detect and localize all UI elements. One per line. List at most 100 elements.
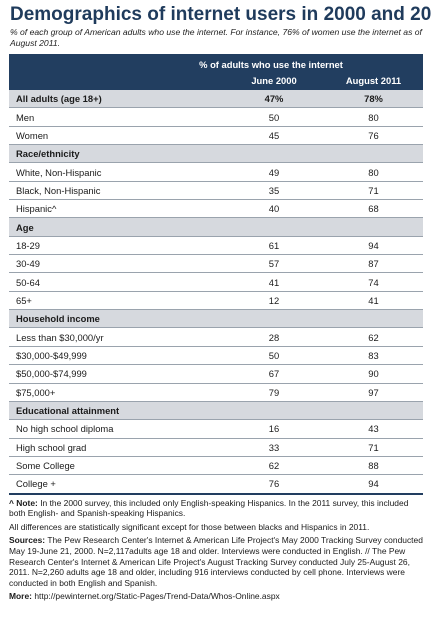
table-row: High school grad 33 71 [9, 438, 424, 457]
value-june-2000: 62 [224, 456, 324, 476]
value-june-2000: 28 [224, 327, 324, 347]
label-column-header [9, 75, 224, 90]
value-august-2011: 80 [324, 107, 424, 127]
value-june-2000: 41 [224, 272, 324, 292]
value-june-2000: 33 [224, 438, 324, 457]
row-label: 30-49 [9, 254, 224, 274]
row-label: Men [9, 107, 224, 127]
table-row: Men 50 80 [9, 107, 424, 127]
more-label: More: [9, 591, 32, 602]
column-header-august-2011: August 2011 [324, 75, 424, 90]
column-header-june-2000: June 2000 [224, 75, 324, 90]
sources-note: Sources: The Pew Research Center's Inter… [9, 535, 423, 588]
value-august-2011: 71 [324, 181, 424, 201]
page-subtitle: % of each group of American adults who u… [10, 27, 422, 48]
value-june-2000: 61 [224, 236, 324, 256]
value-august-2011: 83 [324, 346, 424, 366]
table-row: $30,000-$49,999 50 83 [9, 346, 424, 366]
table-header-row: June 2000 August 2011 [9, 75, 424, 90]
column-group-header: % of adults who use the internet [9, 54, 424, 75]
table-row: Black, Non-Hispanic 35 71 [9, 181, 424, 201]
section-header-row: Age [9, 217, 424, 237]
value-june-2000: 45 [224, 126, 324, 146]
value-june-2000: 79 [224, 383, 324, 402]
value-june-2000: 12 [224, 291, 324, 311]
value-august-2011: 97 [324, 383, 424, 402]
table-row: No high school diploma 16 43 [9, 419, 424, 439]
value-august-2011: 43 [324, 419, 424, 439]
row-label: All adults (age 18+) [9, 90, 224, 109]
table-body: All adults (age 18+) 47% 78% Men 50 80 Wome… [9, 90, 424, 495]
sources-text: The Pew Research Center's Internet & Ame… [9, 535, 423, 588]
row-label: 65+ [9, 291, 224, 311]
row-label: Black, Non-Hispanic [9, 181, 224, 201]
table-row: 30-49 57 87 [9, 254, 424, 274]
value-june-2000: 57 [224, 254, 324, 274]
row-label: Hispanic^ [9, 199, 224, 219]
footnotes: ^ Note: In the 2000 survey, this include… [9, 498, 423, 602]
value-august-2011: 87 [324, 254, 424, 274]
more-link[interactable]: http://pewinternet.org/Static-Pages/Tren… [34, 591, 280, 602]
row-label: White, Non-Hispanic [9, 162, 224, 182]
section-header-row: Educational attainment [9, 401, 424, 421]
row-label: College + [9, 474, 224, 495]
value-june-2000: 35 [224, 181, 324, 201]
value-june-2000: 50 [224, 107, 324, 127]
table-row: $50,000-$74,999 67 90 [9, 364, 424, 384]
demographics-table: % of adults who use the internet June 20… [9, 54, 424, 495]
significance-note: All differences are statistically signif… [9, 521, 370, 532]
value-june-2000: 40 [224, 199, 324, 219]
table-row: Some College 62 88 [9, 456, 424, 476]
value-june-2000: 50 [224, 346, 324, 366]
note-label: ^ Note: [9, 497, 38, 508]
row-label: $30,000-$49,999 [9, 346, 224, 366]
table-row: 18-29 61 94 [9, 236, 424, 256]
value-august-2011: 74 [324, 272, 424, 292]
row-label: No high school diploma [9, 419, 224, 439]
sources-label: Sources: [9, 535, 46, 546]
section-label: Household income [9, 309, 424, 329]
table-row: Women 45 76 [9, 126, 424, 146]
row-label: 50-64 [9, 272, 224, 292]
value-august-2011: 71 [324, 438, 424, 457]
value-august-2011: 41 [324, 291, 424, 311]
hispanic-note: ^ Note: In the 2000 survey, this include… [9, 498, 423, 519]
section-label: Educational attainment [9, 401, 424, 421]
row-label: 18-29 [9, 236, 224, 256]
row-label: $50,000-$74,999 [9, 364, 224, 384]
value-august-2011: 68 [324, 199, 424, 219]
value-august-2011: 76 [324, 126, 424, 146]
table-row: College +76 94 [9, 474, 424, 495]
value-august-2011: 90 [324, 364, 424, 384]
value-august-2011: 94 [324, 236, 424, 256]
value-june-2000: 47% [224, 90, 324, 109]
page-title: Demographics of internet users in 2000 a… [10, 4, 432, 25]
row-label: Some College [9, 456, 224, 476]
value-august-2011: 62 [324, 327, 424, 347]
row-label: Less than $30,000/yr [9, 327, 224, 347]
value-june-2000: 49 [224, 162, 324, 182]
value-august-2011: 88 [324, 456, 424, 476]
section-header-row: Household income [9, 309, 424, 329]
section-label: Race/ethnicity [9, 144, 424, 164]
value-august-2011: 78% [324, 90, 424, 109]
table-row: 65+ 12 41 [9, 291, 424, 311]
more-note: More: http://pewinternet.org/Static-Page… [9, 591, 423, 602]
value-august-2011: 80 [324, 162, 424, 182]
row-label: Women [9, 126, 224, 146]
table-header-group-row: % of adults who use the internet [9, 54, 424, 75]
row-label: $75,000+ [9, 383, 224, 402]
table-row: $75,000+ 79 97 [9, 383, 424, 402]
table-row: Less than $30,000/yr 28 62 [9, 327, 424, 347]
table-row: 50-64 41 74 [9, 272, 424, 292]
value-june-2000: 67 [224, 364, 324, 384]
table-row: White, Non-Hispanic 49 80 [9, 162, 424, 182]
value-june-2000: 16 [224, 419, 324, 439]
note-text: In the 2000 survey, this included only E… [9, 497, 409, 519]
section-header-row: Race/ethnicity [9, 144, 424, 164]
value-june-2000: 76 [224, 474, 324, 495]
table-row: Hispanic^ 40 68 [9, 199, 424, 219]
row-label: High school grad [9, 438, 224, 457]
overall-row: All adults (age 18+) 47% 78% [9, 90, 424, 109]
